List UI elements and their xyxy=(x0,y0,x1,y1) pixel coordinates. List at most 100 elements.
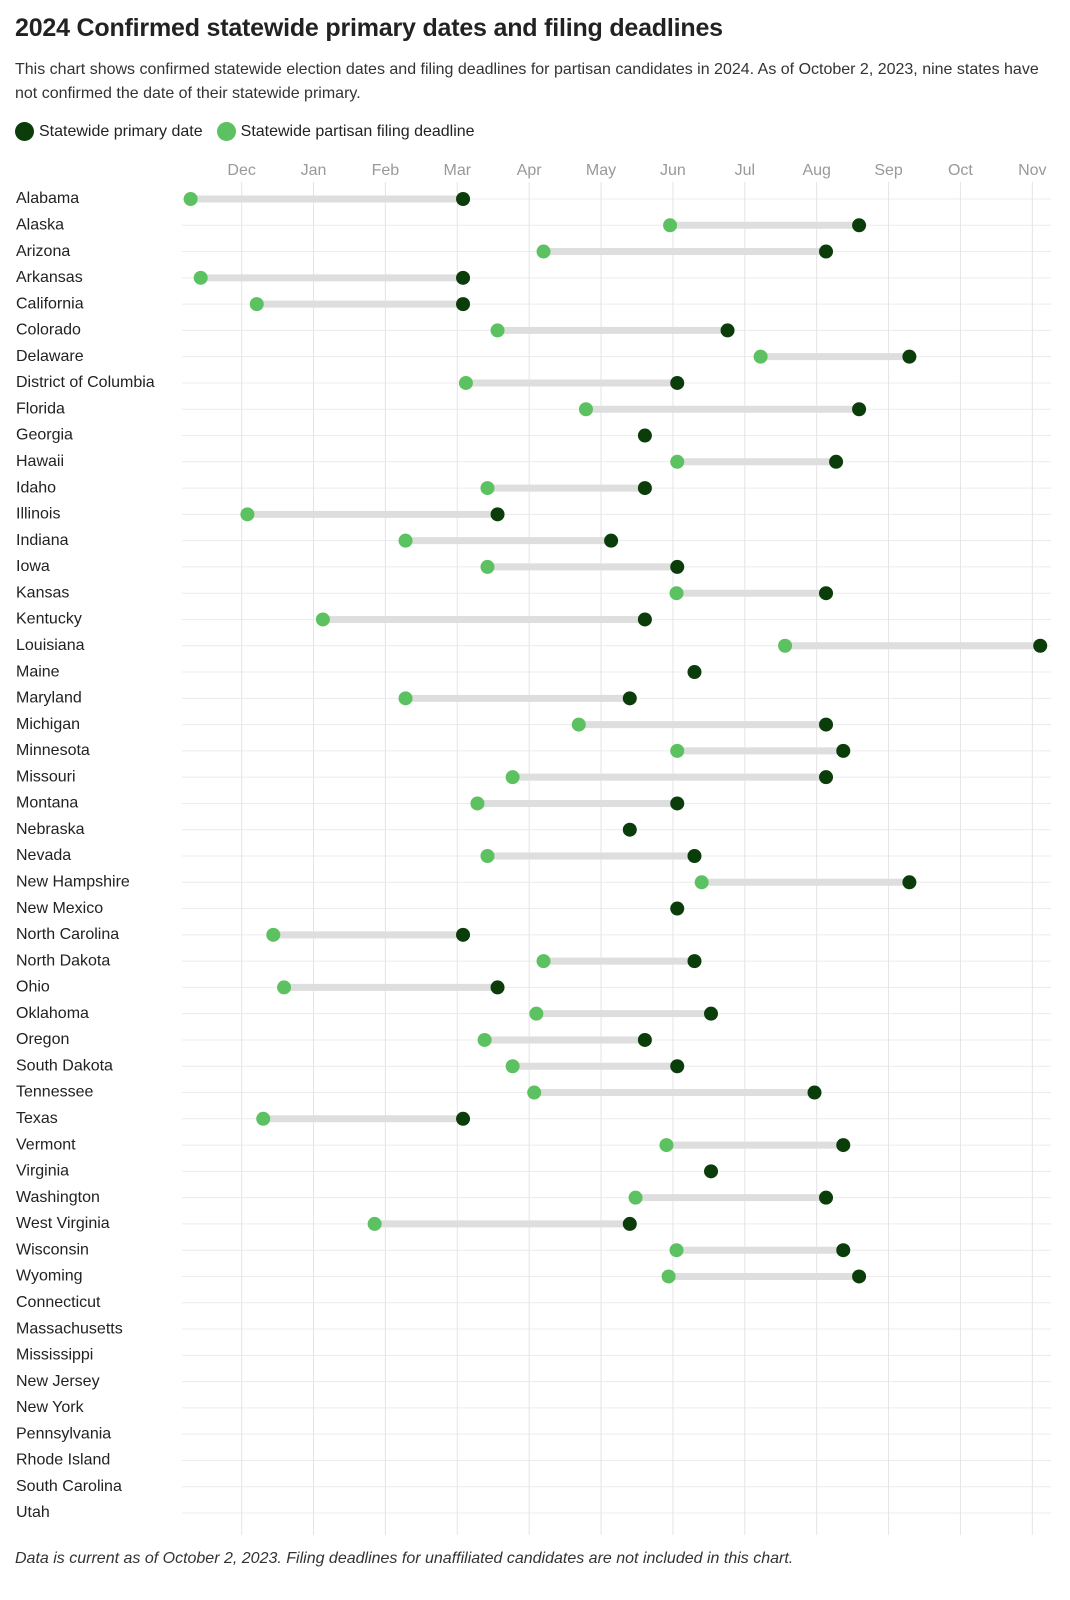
deadline-dot xyxy=(536,954,551,969)
y-tick-label: Utah xyxy=(16,1504,50,1521)
primary-dot xyxy=(670,375,685,390)
primary-dot xyxy=(819,770,834,785)
y-tick-label: South Carolina xyxy=(16,1478,122,1495)
y-tick-label: Tennessee xyxy=(16,1084,93,1101)
deadline-dot xyxy=(470,796,485,811)
y-tick-label: Idaho xyxy=(16,479,56,496)
primary-dot xyxy=(852,218,867,233)
legend-swatch xyxy=(216,122,236,141)
primary-dot xyxy=(902,875,917,890)
primary-dot xyxy=(604,533,619,548)
deadline-dot xyxy=(480,481,495,496)
deadline-dot xyxy=(669,586,684,601)
deadline-dot xyxy=(778,638,793,653)
primary-dot xyxy=(456,927,471,942)
x-tick-label: Nov xyxy=(1018,162,1046,179)
primary-dot xyxy=(902,349,917,364)
y-tick-label: New York xyxy=(16,1399,85,1416)
deadline-dot xyxy=(477,1032,492,1047)
deadline-dot xyxy=(490,323,505,338)
primary-dot xyxy=(687,665,702,680)
deadline-dot xyxy=(529,1006,544,1021)
deadline-dot xyxy=(505,770,520,785)
deadline-dot xyxy=(753,349,768,364)
primary-dot xyxy=(704,1006,719,1021)
primary-dot xyxy=(670,559,685,574)
y-tick-label: Minnesota xyxy=(16,742,90,759)
deadline-dot xyxy=(249,297,264,312)
y-tick-label: Georgia xyxy=(16,427,73,444)
y-tick-label: District of Columbia xyxy=(16,374,155,391)
primary-dot xyxy=(819,717,834,732)
y-tick-label: Montana xyxy=(16,795,78,812)
y-tick-label: Missouri xyxy=(16,768,76,785)
primary-dot xyxy=(637,612,652,627)
deadline-dot xyxy=(659,1138,674,1153)
legend-item: Statewide primary date xyxy=(15,122,203,141)
y-tick-label: Kentucky xyxy=(16,611,82,628)
primary-dot xyxy=(704,1164,719,1179)
primary-dot xyxy=(456,297,471,312)
deadline-dot xyxy=(505,1059,520,1074)
y-tick-label: Florida xyxy=(16,400,65,417)
deadline-dot xyxy=(480,559,495,574)
y-tick-label: Maryland xyxy=(16,690,82,707)
x-tick-label: Feb xyxy=(372,162,400,179)
primary-dot xyxy=(456,1111,471,1126)
primary-dot xyxy=(687,954,702,969)
legend-label: Statewide primary date xyxy=(39,122,203,140)
primary-dot xyxy=(829,454,844,469)
deadline-dot xyxy=(663,218,678,233)
y-tick-label: Michigan xyxy=(16,716,80,733)
deadline-dot xyxy=(256,1111,271,1126)
primary-dot xyxy=(670,901,685,916)
y-tick-label: New Mexico xyxy=(16,900,103,917)
deadline-dot xyxy=(670,743,685,758)
x-tick-label: Aug xyxy=(802,162,830,179)
primary-dot xyxy=(490,980,505,995)
y-tick-label: Arizona xyxy=(16,243,70,260)
y-tick-label: Ohio xyxy=(16,979,50,996)
y-tick-label: Vermont xyxy=(16,1136,76,1153)
primary-dot xyxy=(456,192,471,206)
primary-dot xyxy=(687,849,702,863)
y-tick-label: Washington xyxy=(16,1189,100,1206)
y-tick-label: Oregon xyxy=(16,1031,69,1048)
x-tick-label: Mar xyxy=(444,162,472,179)
primary-dot xyxy=(720,323,735,338)
y-tick-label: Hawaii xyxy=(16,453,64,470)
y-tick-label: Arkansas xyxy=(16,269,83,286)
y-tick-label: West Virginia xyxy=(16,1215,110,1232)
y-tick-label: Pennsylvania xyxy=(16,1425,111,1442)
legend-item: Statewide partisan filing deadline xyxy=(216,122,475,141)
deadline-dot xyxy=(661,1269,676,1284)
y-tick-label: Connecticut xyxy=(16,1294,101,1311)
deadline-dot xyxy=(193,270,208,285)
chart-title: 2024 Confirmed statewide primary dates a… xyxy=(15,14,723,42)
y-tick-label: Wyoming xyxy=(16,1268,83,1285)
primary-dot xyxy=(622,822,637,837)
primary-dot xyxy=(836,743,851,758)
y-tick-label: Alabama xyxy=(16,190,79,207)
legend-swatch xyxy=(15,122,34,141)
deadline-dot xyxy=(571,717,586,732)
deadline-dot xyxy=(527,1085,542,1100)
primary-dot xyxy=(622,1216,637,1231)
y-tick-label: Iowa xyxy=(16,558,50,575)
y-tick-label: Virginia xyxy=(16,1163,69,1180)
y-tick-label: Nebraska xyxy=(16,821,85,838)
y-tick-label: Texas xyxy=(16,1110,58,1127)
y-tick-label: Nevada xyxy=(16,847,71,864)
primary-dot xyxy=(819,586,834,601)
primary-dot xyxy=(852,1269,867,1284)
y-tick-label: Illinois xyxy=(16,506,60,523)
x-tick-label: Apr xyxy=(517,162,543,179)
deadline-dot xyxy=(367,1216,382,1231)
x-tick-label: Oct xyxy=(948,162,973,179)
deadline-dot xyxy=(398,533,413,548)
y-tick-label: Louisiana xyxy=(16,637,85,654)
deadline-dot xyxy=(315,612,330,627)
primary-dot xyxy=(1033,638,1048,653)
y-tick-label: Massachusetts xyxy=(16,1320,123,1337)
